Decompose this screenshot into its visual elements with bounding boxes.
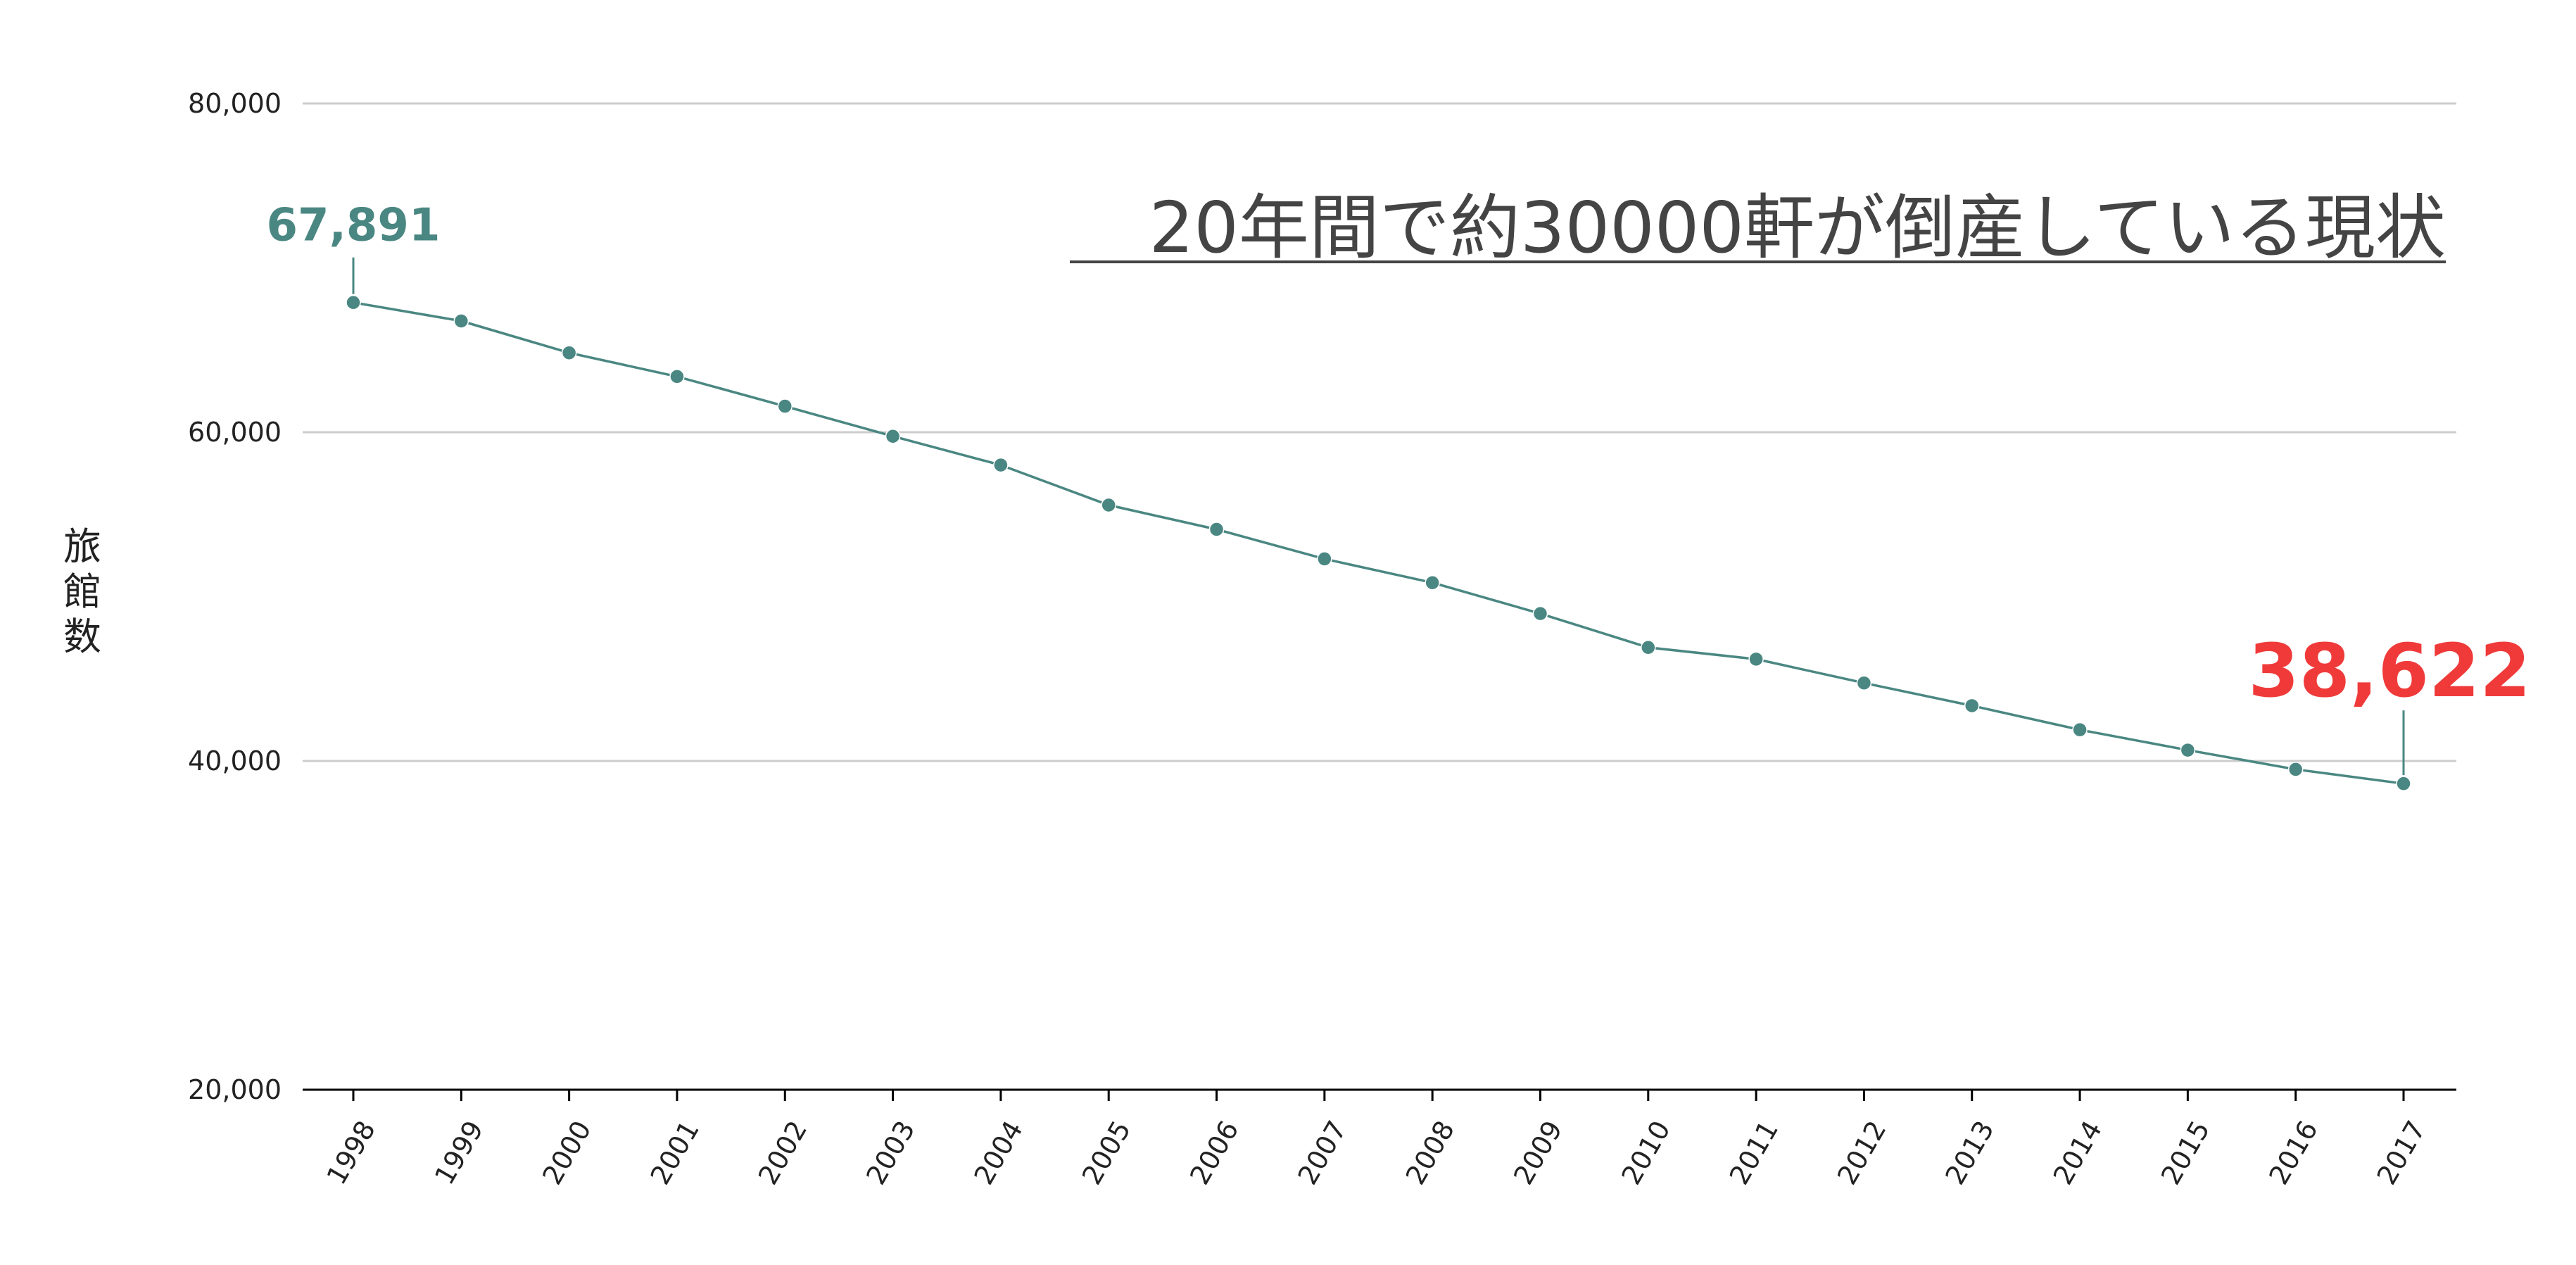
data-point [346, 294, 361, 310]
x-tick-label: 2003 [860, 1116, 921, 1190]
x-tick-label: 2017 [2371, 1116, 2432, 1190]
x-tick-label: 2013 [1939, 1116, 2000, 1190]
y-tick-label: 20,000 [188, 1074, 282, 1105]
data-point [453, 313, 469, 329]
series-line [353, 301, 2404, 785]
data-point [2072, 722, 2088, 738]
y-tick-label: 40,000 [188, 745, 282, 776]
axes [303, 1088, 2456, 1101]
y-axis-ticks: 20,000 40,000 60,000 80,000 [188, 88, 282, 1105]
data-point [885, 428, 901, 444]
data-point [669, 369, 685, 384]
data-point [777, 398, 793, 414]
data-point [1532, 605, 1548, 622]
x-tick-label: 2015 [2155, 1116, 2216, 1190]
data-point [1964, 698, 1980, 714]
y-axis-label-char: 旅 [63, 524, 101, 569]
annotations: 67,891 38,622 [267, 200, 2531, 776]
x-tick-label: 2001 [645, 1116, 705, 1190]
x-tick-label: 2005 [1076, 1116, 1137, 1190]
data-point [2287, 762, 2304, 777]
x-tick-label: 2010 [1615, 1116, 1676, 1190]
data-point [1425, 574, 1440, 591]
end-value-label: 38,622 [2248, 628, 2530, 714]
x-axis-ticks: 1998 1999 2000 2001 2002 2003 2004 2005 2006 2007… [321, 1115, 2432, 1190]
x-tick-label: 1998 [321, 1116, 381, 1190]
x-tick-label: 2014 [2047, 1116, 2108, 1190]
data-point [993, 457, 1009, 473]
start-value-label: 67,891 [267, 200, 441, 252]
y-axis-label-char: 数 [63, 615, 101, 659]
data-point [1641, 639, 1656, 655]
chart-title-group: 20年間で約30000軒が倒産している現状 [1070, 187, 2446, 269]
x-tick-label: 2009 [1508, 1116, 1568, 1190]
y-tick-label: 60,000 [188, 417, 282, 448]
x-tick-label: 2007 [1292, 1116, 1352, 1190]
x-tick-label: 2016 [2263, 1116, 2323, 1190]
x-tick-label: 1999 [429, 1116, 489, 1190]
x-tick-label: 2002 [752, 1116, 813, 1190]
data-point [1208, 522, 1225, 537]
data-point [1317, 551, 1332, 567]
x-tick-label: 2011 [1724, 1116, 1784, 1190]
x-tick-label: 2008 [1400, 1115, 1460, 1190]
y-axis-label-char: 館 [63, 569, 101, 614]
y-tick-label: 80,000 [188, 88, 282, 119]
series [346, 294, 2411, 791]
data-point [2396, 776, 2411, 791]
data-point [1101, 497, 1116, 513]
x-tick-label: 2004 [968, 1116, 1028, 1190]
data-point [2180, 742, 2196, 758]
x-tick-label: 2006 [1184, 1116, 1244, 1190]
data-point [1856, 675, 1872, 691]
gridlines [303, 102, 2456, 762]
x-tick-label: 2000 [536, 1116, 597, 1190]
data-point [1748, 651, 1764, 667]
y-axis-label: 旅館数 [63, 524, 101, 659]
chart-title: 20年間で約30000軒が倒産している現状 [1149, 187, 2446, 269]
x-tick-label: 2012 [1831, 1116, 1892, 1190]
data-point [561, 345, 577, 360]
